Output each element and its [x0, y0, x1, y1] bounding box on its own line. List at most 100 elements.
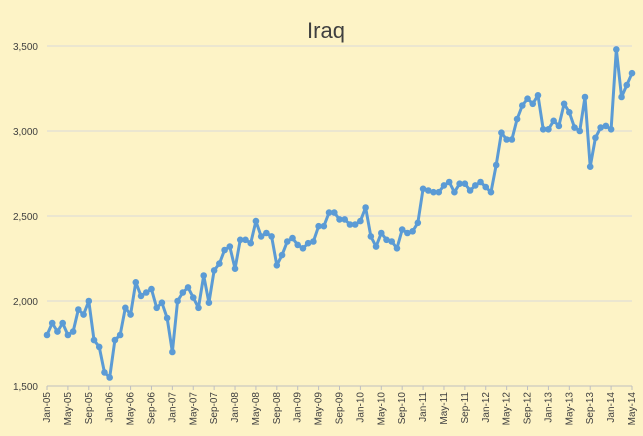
data-point	[456, 180, 463, 187]
data-point	[613, 46, 620, 53]
x-tick-label: Jan-14	[606, 392, 617, 423]
data-point	[257, 233, 265, 240]
data-point	[278, 251, 286, 259]
data-point	[205, 299, 213, 307]
y-tick-label: 2,000	[13, 297, 38, 308]
data-point	[95, 343, 103, 351]
data-point	[377, 229, 385, 237]
data-point	[586, 163, 594, 170]
x-tick-label: Jan-07	[167, 392, 178, 423]
x-tick-label: May-06	[126, 392, 137, 426]
data-point	[602, 122, 610, 130]
data-point	[581, 93, 589, 101]
data-point	[80, 311, 87, 318]
data-point	[116, 331, 124, 339]
data-point	[419, 185, 427, 193]
y-tick-label: 3,500	[13, 42, 38, 53]
x-tick-label: Sep-13	[585, 392, 596, 425]
data-point	[503, 136, 510, 143]
data-point	[482, 183, 490, 191]
data-point	[169, 348, 176, 356]
data-point	[310, 238, 317, 245]
x-tick-label: May-10	[376, 392, 387, 426]
data-point	[409, 228, 416, 235]
data-point	[597, 124, 604, 131]
data-point	[320, 222, 328, 230]
data-point	[555, 122, 563, 130]
data-point	[351, 221, 359, 228]
x-tick-label: Jan-05	[42, 392, 53, 423]
x-tick-label: May-14	[627, 392, 638, 426]
data-point	[283, 238, 291, 245]
data-point	[393, 245, 401, 252]
data-point	[184, 284, 192, 291]
x-tick-label: May-07	[188, 392, 199, 426]
x-tick-label: Sep-08	[272, 392, 283, 425]
x-tick-label: Sep-11	[460, 392, 471, 424]
data-point	[430, 188, 437, 196]
x-tick-label: May-08	[251, 392, 262, 426]
data-point	[566, 109, 573, 116]
chart-title: Iraq	[307, 18, 345, 43]
data-point	[273, 262, 281, 269]
y-tick-label: 2,500	[13, 212, 38, 223]
data-point	[451, 188, 458, 196]
x-tick-label: Sep-06	[146, 392, 157, 425]
data-point	[64, 331, 72, 339]
data-point	[242, 236, 249, 244]
data-point	[445, 178, 453, 186]
data-point	[137, 292, 145, 300]
data-point	[388, 238, 396, 245]
data-point	[571, 124, 578, 131]
data-point	[346, 221, 354, 228]
data-point	[163, 314, 171, 322]
x-tick-label: Jan-13	[543, 392, 554, 423]
data-point	[263, 229, 270, 237]
data-point	[336, 216, 343, 223]
y-tick-label: 3,000	[13, 127, 38, 138]
x-tick-label: Jan-12	[481, 392, 492, 423]
data-point	[48, 319, 56, 327]
data-point	[142, 289, 150, 296]
data-point	[560, 100, 568, 108]
x-tick-label: Jan-06	[105, 392, 116, 423]
data-point	[90, 336, 98, 344]
x-tick-label: Jan-09	[293, 392, 304, 423]
data-point	[289, 234, 296, 242]
x-tick-label: Sep-10	[397, 392, 408, 425]
data-point	[325, 209, 333, 216]
data-point	[341, 216, 349, 223]
data-point	[59, 319, 66, 327]
data-point	[75, 306, 82, 313]
data-point	[101, 369, 108, 376]
data-point	[534, 92, 542, 99]
data-point	[304, 239, 312, 247]
data-point	[315, 222, 322, 230]
data-point	[529, 100, 537, 108]
x-tick-label: Sep-09	[335, 392, 346, 425]
data-point	[367, 233, 375, 240]
data-point	[466, 187, 474, 194]
data-point	[492, 161, 500, 169]
data-point	[372, 243, 380, 250]
x-tick-label: May-12	[502, 392, 513, 426]
data-point	[513, 115, 521, 123]
data-point	[545, 126, 552, 133]
data-point	[226, 243, 234, 250]
data-point	[472, 182, 479, 189]
data-point	[231, 265, 239, 273]
data-point	[268, 233, 275, 240]
data-point	[414, 219, 422, 227]
x-tick-label: May-05	[63, 392, 74, 426]
data-point	[111, 336, 119, 344]
axes: 1,500 2,000 2,500 3,000 3,500 Jan-05 May-05 Sep…	[13, 42, 638, 425]
data-point	[106, 374, 113, 381]
data-point	[618, 93, 625, 101]
data-point	[216, 260, 223, 267]
data-point	[623, 81, 631, 89]
data-point	[424, 187, 432, 194]
data-point	[127, 311, 134, 318]
